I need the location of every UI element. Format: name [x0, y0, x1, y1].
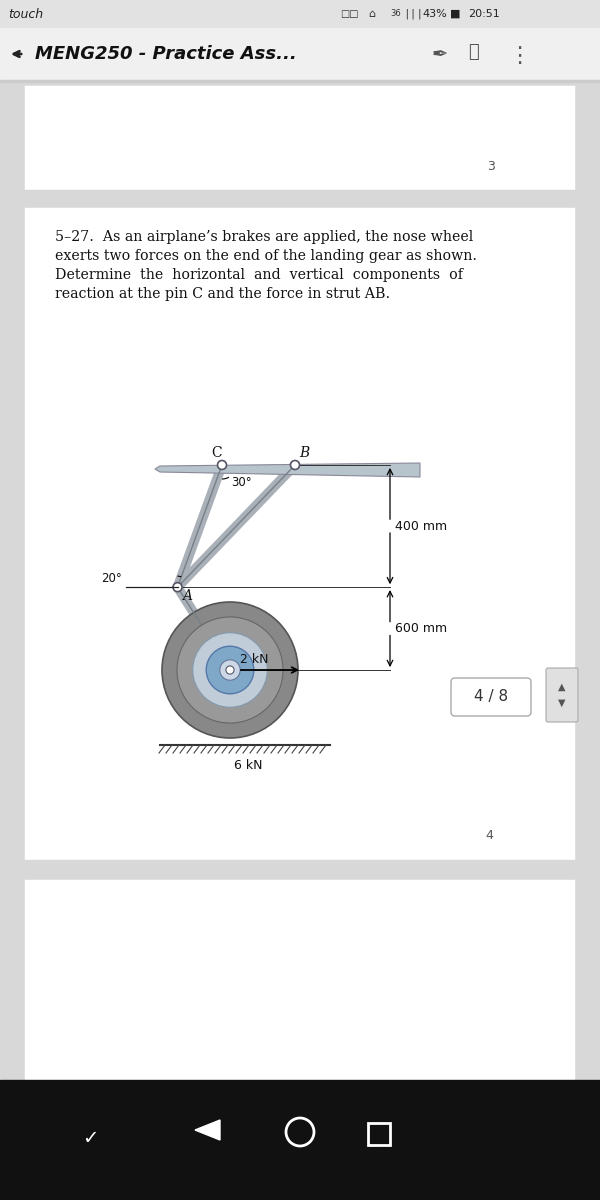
FancyBboxPatch shape — [451, 678, 531, 716]
Text: 30°: 30° — [231, 476, 251, 490]
Text: 600 mm: 600 mm — [395, 622, 447, 635]
Circle shape — [173, 583, 182, 592]
Circle shape — [177, 617, 283, 724]
Text: 5–27.  As an airplane’s brakes are applied, the nose wheel: 5–27. As an airplane’s brakes are applie… — [55, 230, 473, 244]
Text: ⧉: ⧉ — [468, 43, 479, 61]
Text: □□: □□ — [340, 8, 359, 19]
Text: ■: ■ — [450, 8, 461, 19]
Text: 20:51: 20:51 — [468, 8, 500, 19]
Circle shape — [206, 646, 254, 694]
Circle shape — [193, 632, 268, 707]
Text: C: C — [211, 446, 221, 460]
Text: 20°: 20° — [101, 572, 122, 586]
Text: ⋮: ⋮ — [508, 46, 530, 66]
Text: touch: touch — [8, 7, 43, 20]
Text: |||: ||| — [403, 8, 423, 19]
Text: ✓: ✓ — [82, 1128, 98, 1147]
Bar — [25, 880, 575, 1080]
Text: 4 / 8: 4 / 8 — [474, 690, 508, 704]
Text: 4: 4 — [485, 829, 493, 842]
Bar — [0, 80, 600, 82]
Bar — [0, 860, 600, 875]
Text: exerts two forces on the end of the landing gear as shown.: exerts two forces on the end of the land… — [55, 248, 477, 263]
Polygon shape — [155, 463, 420, 476]
Text: MENG250 - Practice Ass...: MENG250 - Practice Ass... — [35, 44, 297, 62]
Circle shape — [162, 602, 298, 738]
Bar — [0, 190, 600, 203]
FancyBboxPatch shape — [546, 668, 578, 722]
Text: ⌂: ⌂ — [368, 8, 375, 19]
Text: 43%: 43% — [422, 8, 447, 19]
Bar — [0, 0, 600, 28]
Text: ▼: ▼ — [558, 698, 566, 708]
Circle shape — [220, 660, 240, 680]
Text: 400 mm: 400 mm — [395, 520, 447, 533]
Text: ✒: ✒ — [432, 44, 448, 64]
Text: A: A — [182, 589, 193, 604]
Bar — [25, 86, 575, 190]
Polygon shape — [195, 1120, 220, 1140]
Bar — [0, 28, 600, 80]
Circle shape — [290, 461, 299, 469]
Text: B: B — [299, 446, 309, 460]
Text: Determine  the  horizontal  and  vertical  components  of: Determine the horizontal and vertical co… — [55, 268, 463, 282]
Text: 6 kN: 6 kN — [234, 758, 263, 772]
Circle shape — [226, 666, 234, 674]
Bar — [0, 1080, 600, 1200]
Text: reaction at the pin C and the force in strut AB.: reaction at the pin C and the force in s… — [55, 287, 390, 301]
Text: 36: 36 — [390, 10, 401, 18]
Text: 3: 3 — [487, 161, 495, 174]
Circle shape — [218, 461, 227, 469]
Text: ▲: ▲ — [558, 682, 566, 692]
Bar — [25, 208, 575, 860]
Text: 2 kN: 2 kN — [240, 653, 269, 666]
